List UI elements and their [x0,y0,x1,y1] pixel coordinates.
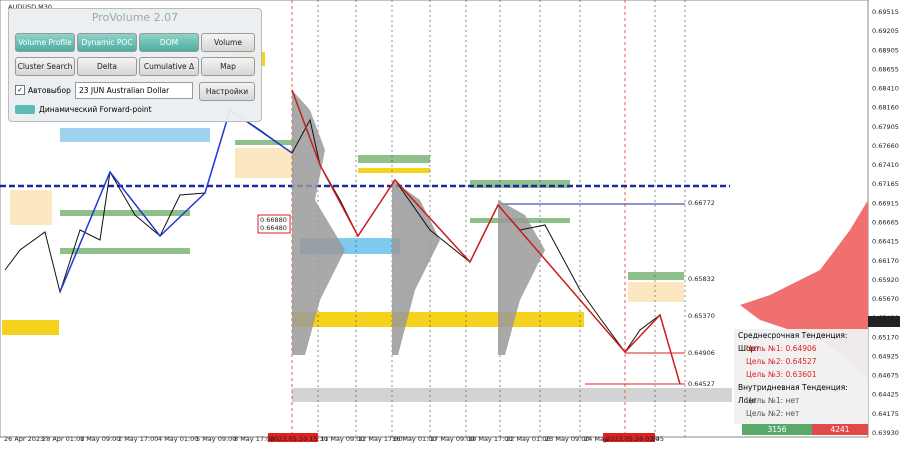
price-line [4,109,661,353]
price-label: 0.64925 [872,352,899,360]
sell-volume: 4241 [812,424,868,435]
time-label: 17 May 09:00 [430,435,475,443]
button[interactable]: Delta [77,57,137,76]
time-label: 26 Apr 2023 [4,435,44,443]
time-label: 2023.05.10 15:30 [270,435,328,443]
time-label: 00 [651,435,659,443]
time-label: 12 May 17:00 [358,435,403,443]
level-label: 0.64906 [688,349,715,357]
time-label: 16 May 01:00 [392,435,437,443]
price-label: 0.66915 [872,199,899,207]
time-label: 28 Apr 01:00 [42,435,84,443]
time-label: 24 May [584,435,608,443]
time-label: 5 May 09:00 [196,435,236,443]
volume-footer: 3156 4241 [742,424,868,435]
price-label: 0.65420 [872,314,899,322]
toggle-label: Динамический Forward-point [39,105,152,114]
price-label: 0.64675 [872,372,899,380]
price-label: 0.64175 [872,410,899,418]
price-label: 0.67660 [872,142,899,150]
price-label: 0.68905 [872,46,899,54]
button[interactable]: Dynamic POC [77,33,137,52]
buy-volume: 3156 [742,424,812,435]
level-label: 0.65832 [688,275,715,283]
volume-profiles [292,90,545,355]
dropdown[interactable]: 23 JUN Australian Dollar [75,82,193,99]
forward-point-toggle[interactable]: Динамический Forward-point [15,105,152,114]
price-label: 0.69515 [872,8,899,16]
button[interactable]: Volume Profile [15,33,75,52]
time-label: 11 May 09:00 [320,435,365,443]
time-label: 23 May 09:00 [545,435,590,443]
target: Цель №3: 0.63601 [746,370,817,379]
target: Цель №2: нет [746,409,800,418]
time-label: 1 May 09:00 [80,435,120,443]
time-label: 8 May 17:00 [234,435,274,443]
price-label: 0.65670 [872,295,899,303]
time-label: 2023.05.26 03:45 [606,435,664,443]
level-label: 0.66772 [688,199,715,207]
price-label: 0.66665 [872,219,899,227]
time-tag [268,433,318,442]
button[interactable]: DOM [139,33,199,52]
price-label: 0.67165 [872,180,899,188]
price-label: 0.67410 [872,161,899,169]
trend-info: Среднесрочная Тенденция: Шорт Цель №1: 0… [734,329,868,424]
checkbox-label: Автовыбор [28,85,71,95]
target: Цель №1: 0.64906 [746,344,817,353]
time-label: 22 May 01:00 [506,435,551,443]
level-label: 0.64527 [688,380,715,388]
target: Цель №1: нет [746,396,800,405]
settings-button[interactable]: Настройки [199,82,255,101]
level-box [257,214,291,234]
time-tag [603,433,655,442]
level-label: 0.65370 [688,312,715,320]
button[interactable]: Cumulative Δ [139,57,199,76]
price-label: 0.67905 [872,123,899,131]
target: Цель №2: 0.64527 [746,357,817,366]
symbol-label: AUDUSD,M30 [8,3,52,11]
price-label: 0.66415 [872,238,899,246]
checkbox[interactable]: ✓ Автовыбор [15,85,71,95]
provolume-panel: ProVolume 2.07 Volume Profile Dynamic PO… [8,8,262,122]
price-label: 0.66170 [872,257,899,265]
level-label: 0.66880 [260,216,287,224]
current-price: 0.65317 [871,318,898,326]
price-label: 0.68410 [872,85,899,93]
panel-title: ProVolume 2.07 [91,11,179,24]
time-label: 2 May 17:00 [118,435,158,443]
medium-trend: Среднесрочная Тенденция: Шорт [738,331,848,353]
price-label: 0.63930 [872,429,899,437]
time-label: 18 May 17:00 [468,435,513,443]
button[interactable]: Cluster Search [15,57,75,76]
intraday-trend: Внутридневная Тенденция: Лонг [738,383,848,405]
current-price-tag [868,316,900,327]
price-label: 0.65170 [872,333,899,341]
price-label: 0.65920 [872,276,899,284]
zigzag-red [291,89,681,385]
price-label: 0.68160 [872,104,899,112]
button[interactable]: Map [201,57,255,76]
price-label: 0.69205 [872,27,899,35]
level-label: 0.66480 [260,224,287,232]
price-label: 0.64425 [872,391,899,399]
price-label: 0.68655 [872,65,899,73]
button[interactable]: Volume [201,33,255,52]
time-label: 4 May 01:00 [158,435,198,443]
